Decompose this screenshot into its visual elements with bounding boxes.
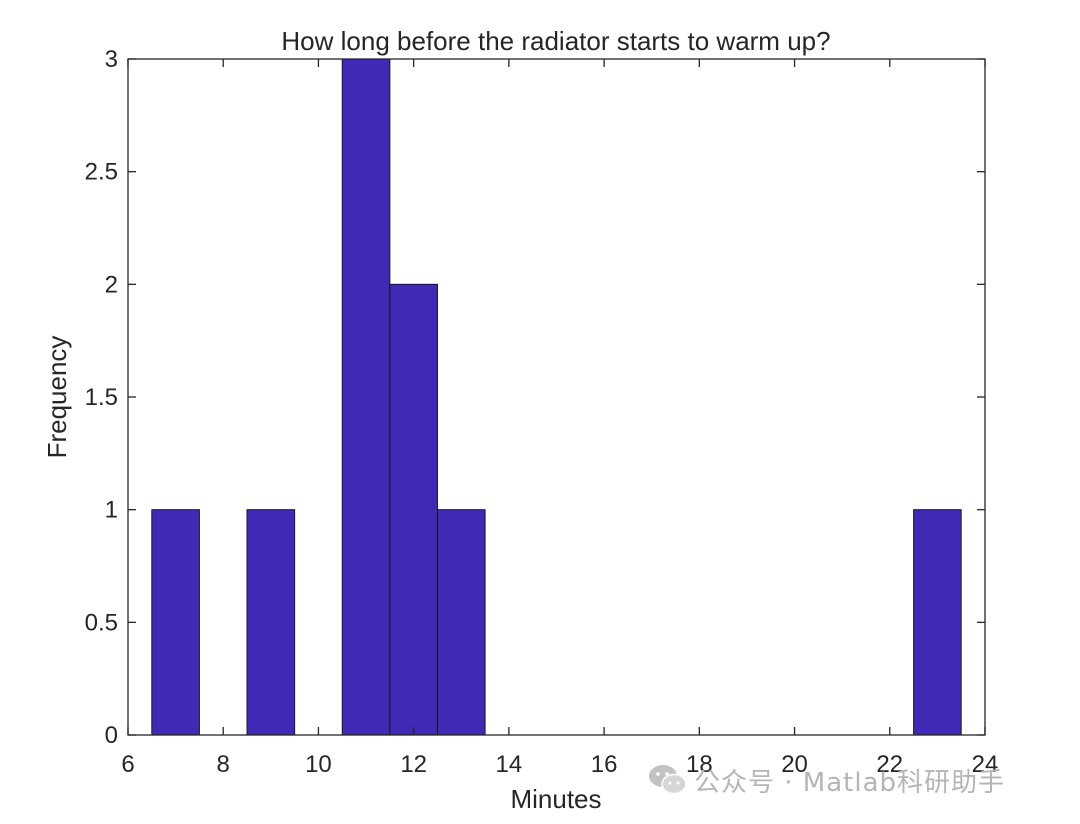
x-tick-label: 8: [217, 751, 230, 778]
histogram-bar: [246, 509, 296, 736]
x-tick-label: 10: [305, 751, 332, 778]
wechat-icon: [649, 765, 687, 795]
histogram-bar: [389, 283, 438, 736]
y-tick-label: 0.5: [85, 609, 118, 636]
bars-group: [151, 58, 962, 736]
y-tick-label: 0: [105, 722, 118, 749]
y-tick-label: 2.5: [85, 159, 118, 186]
x-tick-label: 22: [876, 751, 903, 778]
ticks-group: [127, 58, 986, 736]
y-axis-label: Frequency: [42, 336, 72, 459]
watermark-text: 公众号 · Matlab科研助手: [694, 767, 1006, 798]
x-tick-labels: 6 8 10 12 14 16 18 20 22 24: [121, 751, 998, 778]
histogram-bar: [436, 509, 486, 736]
x-tick-label: 14: [496, 751, 523, 778]
histogram-bar: [151, 509, 200, 736]
x-tick-label: 20: [781, 751, 808, 778]
histogram-bar: [341, 58, 391, 736]
y-tick-labels: 0 0.5 1 1.5 2 2.5 3: [85, 46, 118, 749]
x-tick-label: 6: [121, 751, 134, 778]
y-tick-label: 1.5: [85, 384, 118, 411]
y-tick-label: 1: [105, 497, 118, 524]
y-tick-label: 3: [105, 46, 118, 73]
x-tick-label: 16: [591, 751, 618, 778]
watermark: 公众号 · Matlab科研助手: [648, 760, 1005, 800]
x-tick-label: 12: [400, 751, 427, 778]
x-axis-label: Minutes: [510, 784, 601, 814]
y-tick-label: 2: [105, 271, 118, 298]
x-tick-label: 18: [686, 751, 713, 778]
x-tick-label: 24: [972, 751, 999, 778]
histogram-bar: [913, 509, 962, 736]
chart-title: How long before the radiator starts to w…: [281, 26, 830, 56]
